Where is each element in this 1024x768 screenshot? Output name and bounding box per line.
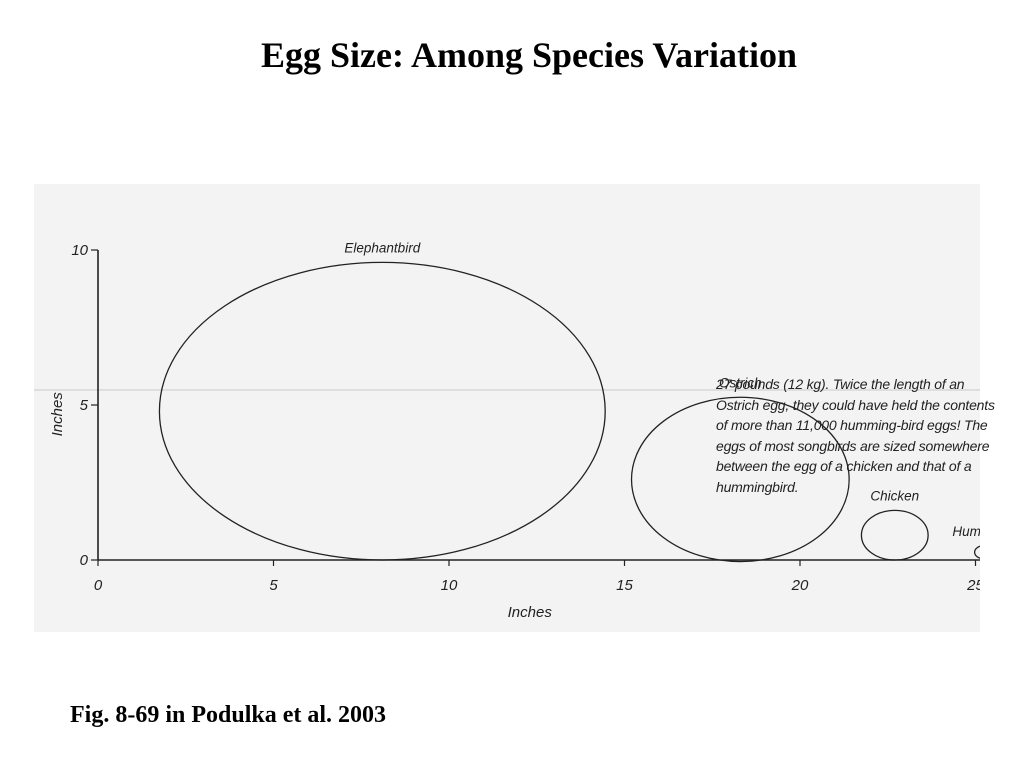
x-axis-label: Inches xyxy=(508,604,553,621)
figure-caption-text: 27 pounds (12 kg). Twice the length of a… xyxy=(716,376,995,495)
egg-label-elephantbird: Elephantbird xyxy=(344,240,420,255)
figure-credit: Fig. 8-69 in Podulka et al. 2003 xyxy=(70,702,387,728)
y-tick-label: 0 xyxy=(80,552,89,569)
slide-title: Egg Size: Among Species Variation xyxy=(260,35,798,75)
x-tick-label: 5 xyxy=(269,577,278,594)
y-tick-label: 10 xyxy=(71,242,88,259)
x-tick-label: 10 xyxy=(441,577,458,594)
egg-label-chicken: Chicken xyxy=(870,488,919,503)
x-tick-label: 25 xyxy=(966,577,980,594)
x-tick-label: 15 xyxy=(616,577,633,594)
egg-elephantbird xyxy=(158,261,606,561)
egg-ostrich xyxy=(630,396,850,563)
y-axis-label: Inches xyxy=(49,392,66,437)
egg-hummingbird xyxy=(973,545,980,559)
egg-label-hummingbird: Hummingbird xyxy=(952,524,980,539)
x-tick-label: 20 xyxy=(791,577,809,594)
y-tick-label: 5 xyxy=(80,397,89,414)
x-tick-label: 0 xyxy=(94,577,103,594)
egg-size-chart: 0 5 10 15 20 25 0 5 10 Inches Inches Elephantbird Os… xyxy=(34,240,980,621)
egg-label-ostrich: Ostrich xyxy=(719,375,762,390)
figure-scan: 0 5 10 15 20 25 0 5 10 Inches Inches Elephantbird Os… xyxy=(34,184,995,632)
egg-chicken xyxy=(860,509,929,561)
